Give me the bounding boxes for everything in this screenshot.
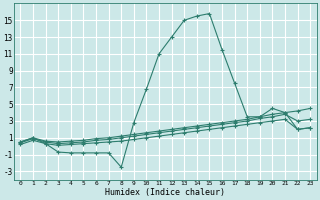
X-axis label: Humidex (Indice chaleur): Humidex (Indice chaleur) xyxy=(105,188,225,197)
